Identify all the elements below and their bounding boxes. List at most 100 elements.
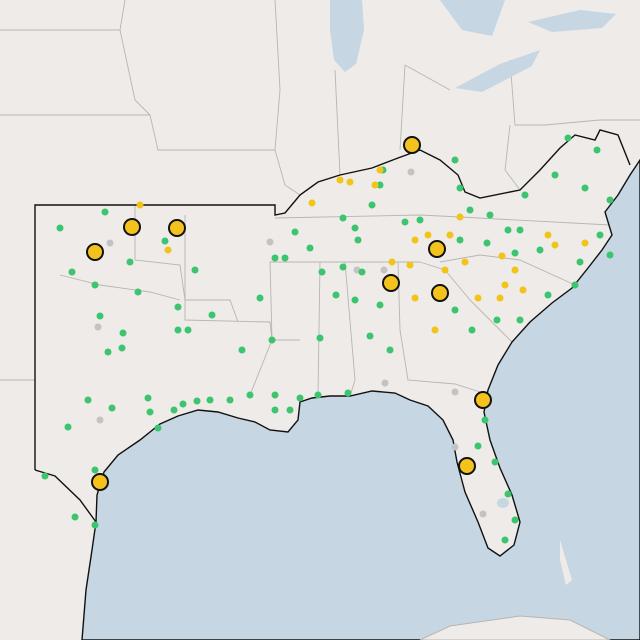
station-marker[interactable] (496, 294, 504, 302)
station-marker[interactable] (564, 134, 572, 142)
station-marker[interactable] (119, 329, 127, 337)
station-marker[interactable] (571, 281, 579, 289)
station-marker[interactable] (431, 326, 439, 334)
station-marker[interactable] (104, 348, 112, 356)
station-marker[interactable] (339, 214, 347, 222)
station-marker[interactable] (96, 312, 104, 320)
station-marker[interactable] (551, 171, 559, 179)
station-marker[interactable] (64, 423, 72, 431)
station-marker[interactable] (351, 296, 359, 304)
station-marker[interactable] (380, 266, 388, 274)
station-marker[interactable] (226, 396, 234, 404)
station-marker[interactable] (407, 168, 415, 176)
station-marker[interactable] (483, 239, 491, 247)
station-marker[interactable] (308, 199, 316, 207)
station-marker[interactable] (174, 303, 182, 311)
hub-marker[interactable] (474, 391, 492, 409)
station-marker[interactable] (179, 400, 187, 408)
station-marker[interactable] (388, 258, 396, 266)
station-marker[interactable] (498, 252, 506, 260)
station-marker[interactable] (451, 443, 459, 451)
station-marker[interactable] (381, 379, 389, 387)
station-marker[interactable] (344, 389, 352, 397)
station-marker[interactable] (461, 258, 469, 266)
station-marker[interactable] (286, 406, 294, 414)
station-marker[interactable] (174, 326, 182, 334)
station-marker[interactable] (511, 249, 519, 257)
station-marker[interactable] (504, 226, 512, 234)
station-marker[interactable] (314, 391, 322, 399)
station-marker[interactable] (126, 258, 134, 266)
hub-marker[interactable] (403, 136, 421, 154)
station-marker[interactable] (544, 231, 552, 239)
station-marker[interactable] (479, 510, 487, 518)
hub-marker[interactable] (428, 240, 446, 258)
station-marker[interactable] (451, 388, 459, 396)
station-marker[interactable] (386, 346, 394, 354)
station-marker[interactable] (94, 323, 102, 331)
station-marker[interactable] (411, 236, 419, 244)
station-marker[interactable] (401, 218, 409, 226)
station-marker[interactable] (468, 326, 476, 334)
station-marker[interactable] (519, 286, 527, 294)
station-marker[interactable] (332, 291, 340, 299)
station-marker[interactable] (318, 268, 326, 276)
station-marker[interactable] (376, 181, 384, 189)
station-marker[interactable] (154, 424, 162, 432)
station-marker[interactable] (366, 332, 374, 340)
station-marker[interactable] (581, 184, 589, 192)
station-marker[interactable] (456, 213, 464, 221)
hub-marker[interactable] (91, 473, 109, 491)
station-marker[interactable] (511, 516, 519, 524)
station-marker[interactable] (271, 254, 279, 262)
station-marker[interactable] (339, 263, 347, 271)
station-marker[interactable] (206, 396, 214, 404)
station-marker[interactable] (368, 201, 376, 209)
station-marker[interactable] (134, 288, 142, 296)
station-marker[interactable] (456, 184, 464, 192)
station-marker[interactable] (306, 244, 314, 252)
station-marker[interactable] (504, 490, 512, 498)
station-marker[interactable] (446, 231, 454, 239)
station-marker[interactable] (84, 396, 92, 404)
station-marker[interactable] (291, 228, 299, 236)
station-marker[interactable] (521, 191, 529, 199)
station-marker[interactable] (576, 258, 584, 266)
station-marker[interactable] (481, 416, 489, 424)
station-marker[interactable] (474, 294, 482, 302)
station-marker[interactable] (106, 239, 114, 247)
station-marker[interactable] (41, 472, 49, 480)
station-marker[interactable] (118, 344, 126, 352)
station-marker[interactable] (376, 166, 384, 174)
station-marker[interactable] (296, 394, 304, 402)
station-marker[interactable] (336, 176, 344, 184)
station-marker[interactable] (441, 266, 449, 274)
station-marker[interactable] (136, 201, 144, 209)
station-marker[interactable] (238, 346, 246, 354)
station-marker[interactable] (268, 336, 276, 344)
station-marker[interactable] (164, 246, 172, 254)
hub-marker[interactable] (168, 219, 186, 237)
station-marker[interactable] (486, 211, 494, 219)
station-marker[interactable] (266, 238, 274, 246)
station-marker[interactable] (551, 241, 559, 249)
station-marker[interactable] (170, 406, 178, 414)
station-marker[interactable] (354, 236, 362, 244)
station-marker[interactable] (371, 181, 379, 189)
station-marker[interactable] (91, 466, 99, 474)
station-marker[interactable] (91, 281, 99, 289)
station-marker[interactable] (581, 239, 589, 247)
station-marker[interactable] (466, 206, 474, 214)
station-marker[interactable] (358, 268, 366, 276)
station-marker[interactable] (96, 416, 104, 424)
station-marker[interactable] (91, 521, 99, 529)
station-marker[interactable] (411, 294, 419, 302)
hub-marker[interactable] (123, 218, 141, 236)
station-marker[interactable] (456, 236, 464, 244)
station-marker[interactable] (406, 261, 414, 269)
station-marker[interactable] (511, 266, 519, 274)
station-marker[interactable] (416, 216, 424, 224)
station-marker[interactable] (516, 316, 524, 324)
station-marker[interactable] (71, 513, 79, 521)
station-marker[interactable] (346, 178, 354, 186)
